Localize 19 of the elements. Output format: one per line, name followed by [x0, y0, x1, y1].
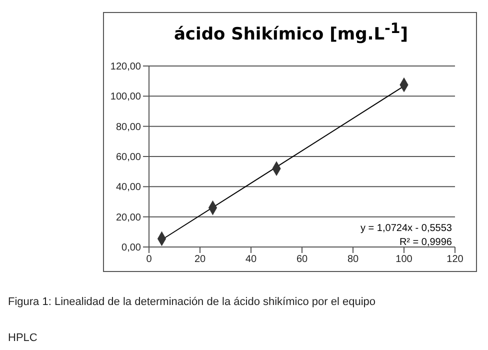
- y-tick-label: 60,00: [116, 152, 142, 164]
- annotation: y = 1,0724x - 0,5553: [360, 223, 452, 234]
- x-tick-label: 20: [194, 254, 206, 266]
- x-tick-label: 40: [245, 254, 257, 266]
- annotation: R² = 0,9996: [399, 237, 452, 248]
- text: HPLC: [8, 332, 38, 344]
- x-tick-label: 100: [396, 254, 413, 266]
- y-tick-label: 120,00: [110, 62, 142, 73]
- chart-title: ácido Shikímico [mg.L$^{-1}$]: [172, 21, 410, 45]
- x-tick-label: 60: [296, 254, 308, 266]
- y-tick-label: 40,00: [116, 182, 142, 194]
- x-tick-label: 120: [446, 254, 464, 266]
- y-tick-label: 0,00: [122, 242, 142, 254]
- y-tick-label: 20,00: [116, 212, 142, 224]
- text: Figura 1: Linealidad de la determinación de la ácido shikímico por el equipo: [8, 296, 376, 308]
- y-tick-label: 80,00: [116, 122, 142, 133]
- x-tick-label: 80: [347, 254, 359, 266]
- x-tick-label: 0: [146, 254, 152, 266]
- y-tick-label: 100,00: [110, 92, 142, 103]
